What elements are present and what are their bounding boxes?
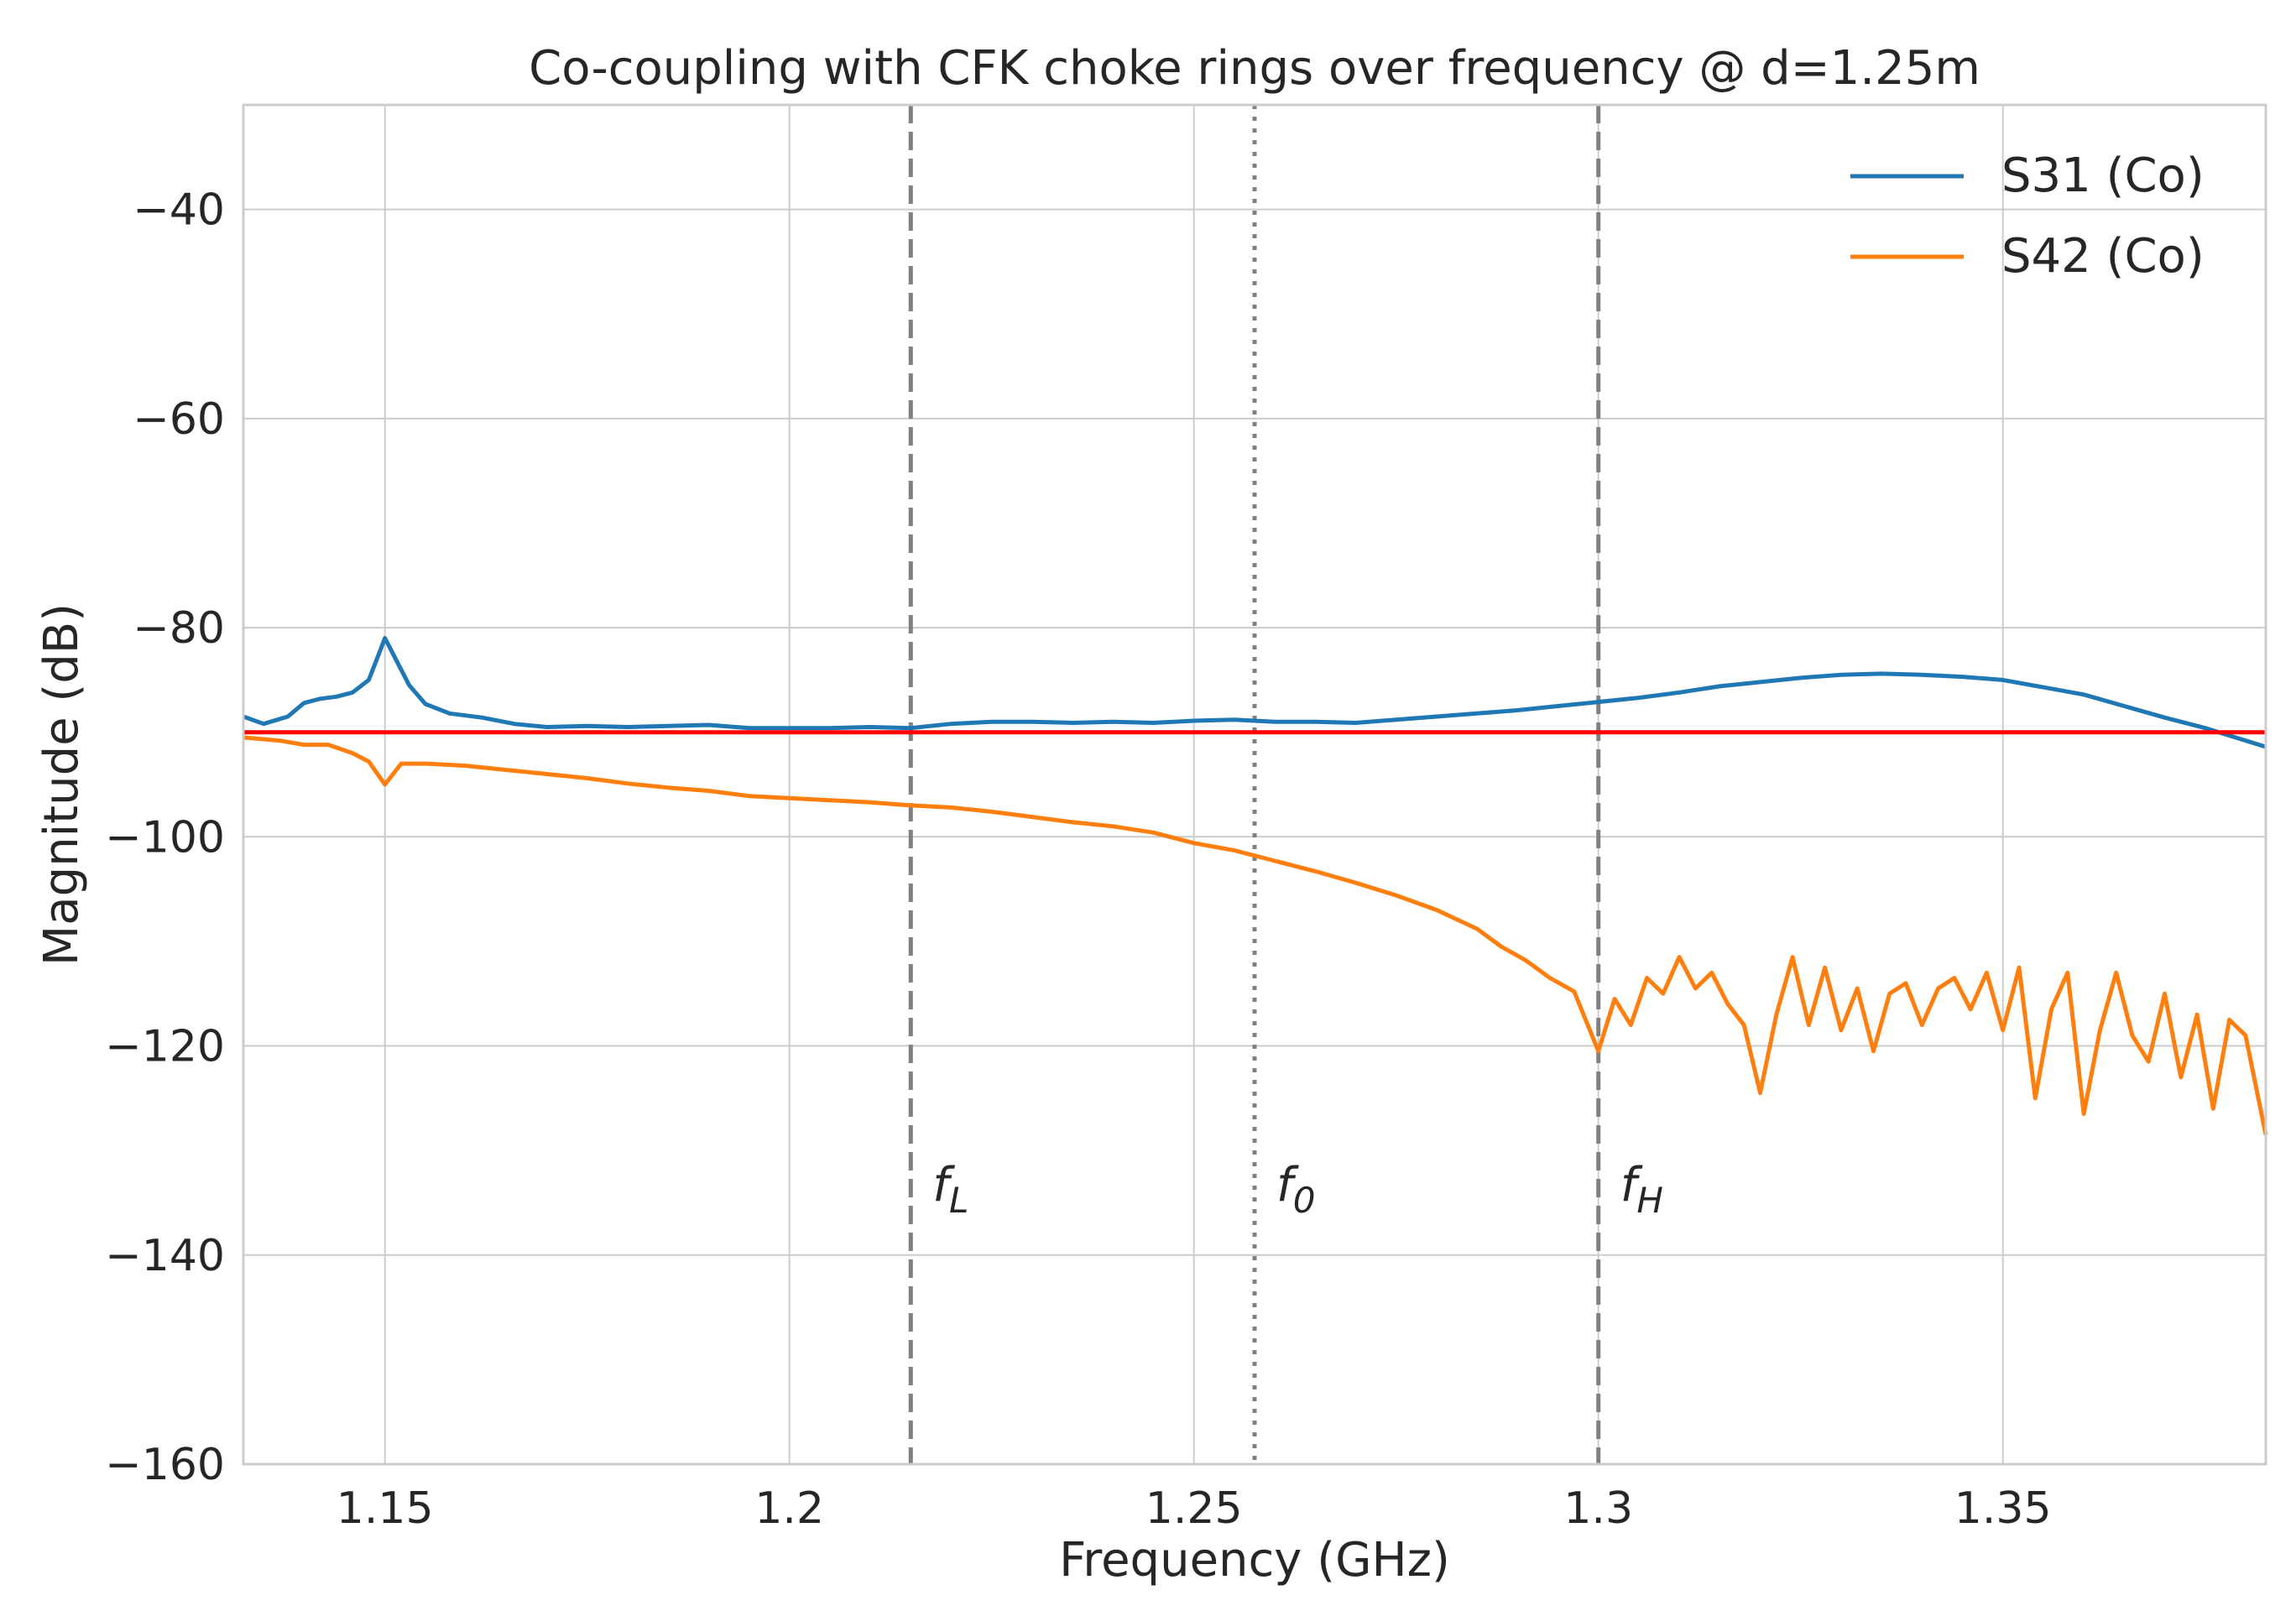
y-tick-label: −160 [105,1440,225,1490]
vertical-markers: fL f0 fH [908,105,1663,1464]
x-tick-label: 1.2 [754,1483,824,1534]
legend: S31 (Co) S42 (Co) [1850,149,2205,284]
y-tick-label: −40 [133,185,225,236]
legend-label: S31 (Co) [2001,149,2205,203]
x-tick-label: 1.3 [1563,1483,1633,1534]
y-tick-label: −100 [105,812,225,863]
chart-title: Co-coupling with CFK choke rings over fr… [529,41,1980,96]
y-tick-label: −120 [105,1022,225,1072]
marker-subscript: L [949,1180,968,1221]
x-axis-label: Frequency (GHz) [1059,1533,1450,1588]
series-lines [243,636,2268,1135]
x-tick-label: 1.15 [337,1483,434,1534]
marker-subscript: H [1636,1180,1663,1221]
y-axis-label: Magnitude (dB) [34,603,89,966]
plot-frame [242,103,2267,1466]
x-tick-label: 1.35 [1954,1483,2052,1534]
y-tick-label: −80 [133,603,225,654]
marker-subscript: 0 [1293,1180,1316,1221]
series-line-s42 [243,735,2268,1135]
y-tick-label: −60 [133,394,225,445]
series-line-s31 [243,636,2267,749]
x-tick-label: 1.25 [1145,1483,1243,1534]
legend-label: S42 (Co) [2001,229,2205,284]
tick-labels: 1.15 1.2 1.25 1.3 1.35 −160 −140 −120 −100 −80 −60… [105,185,2051,1534]
y-tick-label: −140 [105,1231,225,1281]
marker-label-l: fL [932,1158,968,1221]
